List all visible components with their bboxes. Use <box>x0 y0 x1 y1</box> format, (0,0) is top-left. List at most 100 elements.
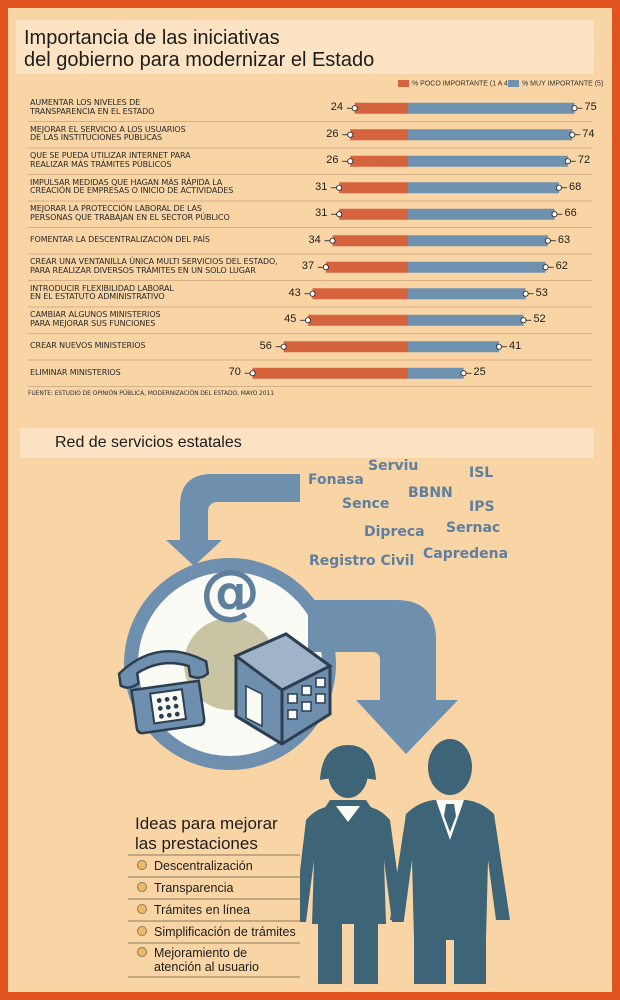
bar-low <box>339 208 408 220</box>
outgoing-arrow-icon <box>308 600 458 754</box>
service-sence: Sence <box>342 496 390 512</box>
ideas-title-line-1: Ideas para mejorar <box>135 814 278 833</box>
idea-item: Trámites en línea <box>137 903 250 917</box>
category-label-line: MEJORAR LA PROTECCIÓN LABORAL DE LAS <box>30 204 202 214</box>
value-label-low: 26 <box>326 154 339 167</box>
marker-high <box>551 211 558 218</box>
value-label-high: 63 <box>557 233 571 246</box>
bar-low <box>350 129 408 141</box>
bar-low <box>339 182 408 194</box>
category-label-line: IMPULSAR MEDIDAS QUE HAGAN MÁS RÁPIDA LA <box>30 177 223 187</box>
value-label-low: 31 <box>315 180 328 193</box>
bar-high <box>408 261 546 273</box>
marker-low <box>322 264 329 271</box>
category-label-line: TRANSPARENCIA EN EL ESTADO <box>30 106 155 116</box>
legend-swatch-low <box>398 80 409 87</box>
idea-text: Transparencia <box>154 881 234 895</box>
marker-low <box>329 237 336 244</box>
marker-high <box>569 131 576 138</box>
service-registro-civil: Registro Civil <box>309 553 415 569</box>
woman-figure-icon <box>294 745 404 984</box>
bar-low <box>332 235 408 247</box>
value-label-low: 43 <box>288 286 301 299</box>
man-figure-icon <box>390 739 510 984</box>
category-label-line: AUMENTAR LOS NIVELES DE <box>30 98 141 108</box>
value-label-high: 41 <box>509 339 522 352</box>
network-title-box <box>20 428 594 458</box>
bar-high <box>408 314 524 326</box>
marker-high <box>496 343 503 350</box>
legend-item-low: % POCO IMPORTANTE (1 A 4) <box>398 80 510 87</box>
source-note: FUENTE: ESTUDIO DE OPINIÓN PÚBLICA, MODE… <box>28 390 274 397</box>
marker-low <box>309 290 316 297</box>
value-label-low: 26 <box>326 127 339 140</box>
chart-title-line-1: Importancia de las iniciativas <box>24 27 280 49</box>
bar-high <box>408 129 573 141</box>
marker-low <box>351 105 358 112</box>
category-label-line: PERSONAS QUE TRABAJAN EN EL SECTOR PÚBLI… <box>30 212 230 222</box>
bullet-icon <box>137 947 147 957</box>
value-label-high: 68 <box>568 180 582 193</box>
category-label: CREAR NUEVOS MINISTERIOS <box>30 341 146 351</box>
telephone-icon <box>117 650 210 735</box>
idea-item: Simplificación de trámites <box>137 925 296 939</box>
value-label-high: 53 <box>535 286 548 299</box>
marker-high <box>564 158 571 165</box>
bar-high <box>408 235 548 247</box>
bar-low <box>308 314 408 326</box>
marker-low <box>336 211 343 218</box>
category-label-line: FOMENTAR LA DESCENTRALIZACIÓN DEL PAÍS <box>30 235 210 245</box>
marker-low <box>347 158 354 165</box>
ideas-box-bg <box>128 806 300 984</box>
bullet-icon <box>137 860 147 870</box>
marker-high <box>571 105 578 112</box>
bar-high <box>408 288 526 300</box>
marker-low <box>347 131 354 138</box>
value-label-low: 31 <box>315 207 328 220</box>
bar-high <box>408 102 575 114</box>
value-label-low: 56 <box>259 339 272 352</box>
value-label-low: 34 <box>308 233 321 246</box>
value-label-low: 45 <box>284 313 297 326</box>
legend-label-low: % POCO IMPORTANTE (1 A 4) <box>412 80 511 88</box>
value-label-low: 37 <box>301 260 315 273</box>
category-label-line: REALIZAR MÁS TRÁMITES PÚBLICOS <box>30 159 172 169</box>
value-label-high: 74 <box>582 127 595 140</box>
category-label: MEJORAR EL SERVICIO A LOS USUARIOS DE LAS… <box>30 125 186 143</box>
bar-low <box>283 341 408 353</box>
bar-low <box>325 261 408 273</box>
network-title: Red de servicios estatales <box>55 434 242 451</box>
category-label: MEJORAR LA PROTECCIÓN LABORAL DE LAS PERS… <box>30 205 230 222</box>
value-label-high: 52 <box>533 313 546 326</box>
bar-low <box>354 102 408 114</box>
value-label-high: 75 <box>584 101 597 114</box>
bullet-icon <box>137 926 147 936</box>
category-label-line: CREAR NUEVOS MINISTERIOS <box>30 341 146 351</box>
category-label: AUMENTAR LOS NIVELES DE TRANSPARENCIA EN … <box>30 99 154 116</box>
category-label: ELIMINAR MINISTERIOS <box>30 368 121 378</box>
category-label-line: PARA REALIZAR DIVERSOS TRÁMITES EN UN SO… <box>30 265 256 275</box>
bar-high <box>408 155 568 167</box>
category-label-line: DE LAS INSTITUCIONES PÚBLICAS <box>30 133 163 143</box>
bar-high <box>408 182 559 194</box>
marker-high <box>542 264 549 271</box>
marker-high <box>555 184 562 191</box>
category-label: CREAR UNA VENTANILLA ÚNICA MULTI SERVICI… <box>30 258 278 275</box>
title-box <box>16 20 594 74</box>
value-label-low: 24 <box>330 101 343 114</box>
row-divider-lines <box>28 121 592 387</box>
bullet-icon <box>137 882 147 892</box>
bars-group <box>244 102 583 379</box>
category-label-line: QUE SE PUEDA UTILIZAR INTERNET PARA <box>30 151 191 161</box>
idea-item: Descentralización <box>137 859 253 873</box>
service-sernac: Sernac <box>446 520 501 536</box>
category-label-line: CAMBIAR ALGUNOS MINISTERIOS <box>30 310 161 320</box>
service-capredena: Capredena <box>423 546 509 562</box>
service-ips: IPS <box>469 499 495 515</box>
incoming-arrow-icon <box>166 474 300 566</box>
idea-item: Mejoramiento de atención al usuario <box>137 946 259 974</box>
bar-high <box>408 367 464 379</box>
service-dipreca: Dipreca <box>364 524 425 540</box>
category-label: IMPULSAR MEDIDAS QUE HAGAN MÁS RÁPIDA LA… <box>30 177 233 196</box>
